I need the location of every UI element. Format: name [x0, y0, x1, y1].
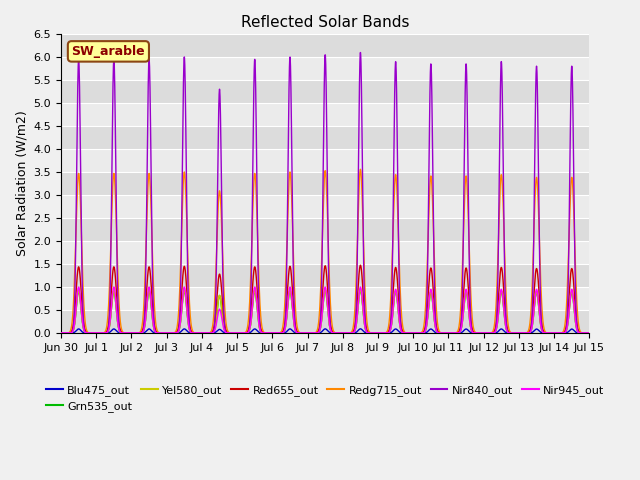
Line: Redg715_out: Redg715_out	[61, 169, 625, 333]
Nir840_out	[474, 330, 481, 336]
Grn535_out	[57, 330, 65, 336]
Blu475_out	[422, 330, 429, 336]
Bar	[61, 172, 589, 195]
Redg715_out	[621, 330, 628, 336]
Redg715_out	[356, 167, 364, 172]
Nir945_out	[57, 330, 65, 336]
Bar	[61, 80, 589, 103]
Grn535_out	[422, 327, 429, 333]
Bar	[61, 264, 589, 287]
Yel580_out	[422, 327, 429, 333]
Blu475_out	[474, 330, 481, 336]
Yel580_out	[356, 287, 364, 292]
Blu475_out	[499, 326, 506, 332]
Yel580_out	[57, 330, 65, 336]
Bar	[61, 218, 589, 241]
Grn535_out	[154, 330, 162, 336]
Redg715_out	[499, 184, 506, 190]
Redg715_out	[422, 301, 429, 307]
Red655_out	[57, 330, 65, 336]
Redg715_out	[433, 315, 441, 321]
Nir945_out	[422, 327, 429, 333]
Red655_out	[356, 263, 364, 268]
Blu475_out	[154, 330, 162, 336]
Line: Nir840_out: Nir840_out	[61, 52, 625, 333]
Nir945_out	[621, 330, 628, 336]
Bar	[61, 195, 589, 218]
Line: Nir945_out: Nir945_out	[61, 287, 625, 333]
Nir840_out	[499, 102, 506, 108]
Bar	[61, 57, 589, 80]
Redg715_out	[490, 324, 498, 330]
Bar	[61, 149, 589, 172]
Red655_out	[474, 330, 481, 336]
Bar	[61, 287, 589, 310]
Yel580_out	[490, 330, 498, 336]
Nir840_out	[621, 330, 628, 336]
Red655_out	[490, 329, 498, 335]
Yel580_out	[154, 330, 162, 336]
Blu475_out	[356, 326, 364, 332]
Y-axis label: Solar Radiation (W/m2): Solar Radiation (W/m2)	[15, 110, 28, 256]
Nir945_out	[499, 291, 506, 297]
Yel580_out	[621, 330, 628, 336]
Yel580_out	[474, 330, 481, 336]
Grn535_out	[621, 330, 628, 336]
Red655_out	[433, 326, 441, 332]
Bar	[61, 241, 589, 264]
Nir840_out	[356, 49, 364, 55]
Nir840_out	[154, 330, 162, 336]
Blu475_out	[433, 330, 441, 336]
Nir945_out	[154, 330, 162, 336]
Nir945_out	[490, 330, 498, 336]
Nir840_out	[433, 328, 441, 334]
Red655_out	[621, 330, 628, 336]
Nir840_out	[490, 330, 498, 336]
Bar	[61, 310, 589, 333]
Red655_out	[422, 321, 429, 326]
Red655_out	[154, 330, 162, 336]
Blu475_out	[57, 330, 65, 336]
Bar	[61, 34, 589, 57]
Grn535_out	[433, 329, 441, 335]
Redg715_out	[474, 330, 481, 336]
Line: Blu475_out: Blu475_out	[61, 329, 625, 333]
Red655_out	[499, 270, 506, 276]
Legend: Blu475_out, Grn535_out, Yel580_out, Red655_out, Redg715_out, Nir840_out, Nir945_: Blu475_out, Grn535_out, Yel580_out, Red6…	[42, 381, 609, 417]
Title: Reflected Solar Bands: Reflected Solar Bands	[241, 15, 410, 30]
Redg715_out	[57, 330, 65, 336]
Blu475_out	[621, 330, 628, 336]
Bar	[61, 103, 589, 126]
Grn535_out	[474, 330, 481, 336]
Nir840_out	[422, 323, 429, 328]
Grn535_out	[499, 293, 506, 299]
Yel580_out	[433, 329, 441, 335]
Text: SW_arable: SW_arable	[72, 45, 145, 58]
Line: Yel580_out: Yel580_out	[61, 289, 625, 333]
Grn535_out	[356, 287, 364, 293]
Nir840_out	[57, 330, 65, 336]
Yel580_out	[499, 293, 506, 299]
Grn535_out	[490, 330, 498, 336]
Nir945_out	[474, 330, 481, 336]
Redg715_out	[154, 329, 162, 335]
Bar	[61, 126, 589, 149]
Line: Grn535_out: Grn535_out	[61, 290, 625, 333]
Nir945_out	[433, 329, 441, 335]
Line: Red655_out: Red655_out	[61, 265, 625, 333]
Blu475_out	[490, 330, 498, 336]
Nir945_out	[75, 284, 83, 290]
